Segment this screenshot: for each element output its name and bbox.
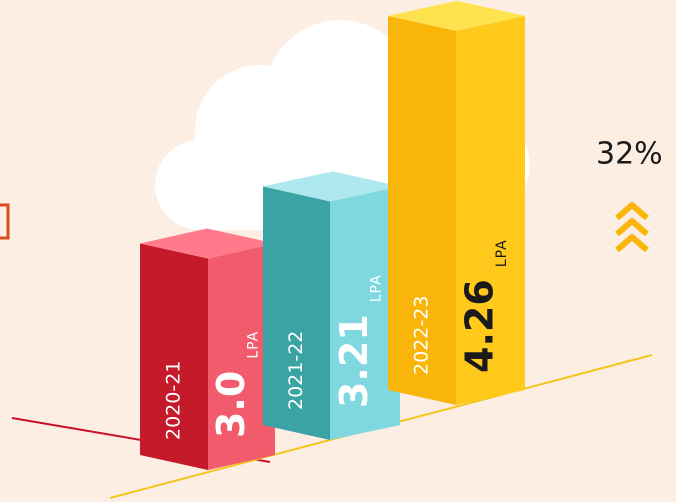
value-label: 3.21	[332, 314, 376, 408]
left-bracket	[0, 203, 10, 240]
bar-top-face	[140, 228, 275, 259]
value-label: 4.26	[458, 279, 502, 373]
growth-annotation: 32%	[596, 137, 663, 172]
unit-label: LPA	[494, 239, 510, 267]
bar: 2020-21 3.0 LPA	[140, 228, 275, 470]
value-label: 3.0	[209, 371, 253, 438]
up-chevrons	[615, 202, 649, 253]
bar-left-face	[388, 15, 456, 406]
bar-right-face	[456, 15, 525, 406]
bar-left-face	[140, 243, 208, 470]
bar-top-face	[388, 0, 525, 31]
bar: 2022-23 4.26 LPA	[388, 0, 525, 406]
category-label: 2020-21	[163, 361, 185, 440]
bar-right-face	[208, 243, 275, 470]
category-label: 2022-23	[411, 296, 433, 375]
bar: 2021-22 3.21 LPA	[263, 171, 400, 440]
unit-label: LPA	[245, 331, 261, 359]
category-label: 2021-22	[285, 331, 307, 410]
bar-left-face	[263, 186, 330, 440]
bar-top-face	[263, 171, 400, 202]
unit-label: LPA	[369, 274, 385, 302]
bar-right-face	[330, 186, 400, 440]
